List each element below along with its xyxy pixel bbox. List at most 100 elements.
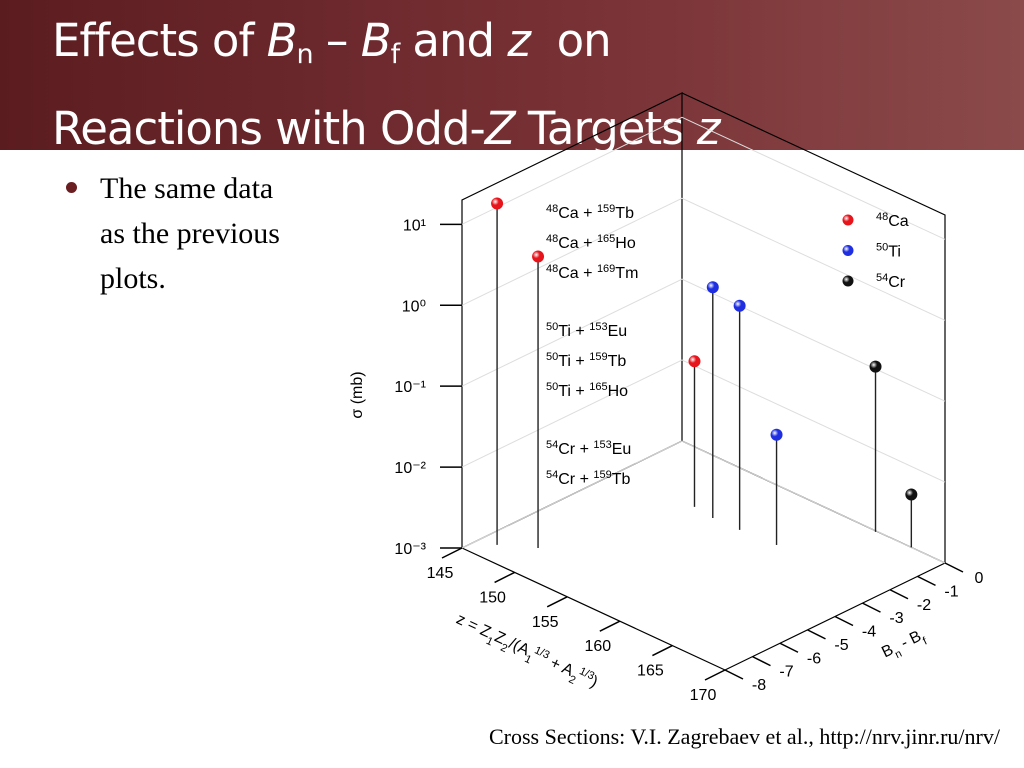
text-run: 153 (593, 439, 611, 451)
y-tick-label: -4 (862, 624, 876, 641)
text-run: 1 (523, 653, 534, 666)
data-point (733, 299, 746, 312)
annotation: 50Ti + 165Ho (546, 381, 628, 400)
y-tick-label: -2 (917, 597, 931, 614)
x-tick (494, 571, 515, 584)
title-line: Reactions with Odd-Z Targets z (52, 92, 720, 166)
text-run: Ca + (558, 235, 597, 252)
text-run: Tb (612, 471, 631, 488)
y-tick-label: -3 (889, 610, 903, 627)
text-run: σ (mb) (349, 371, 366, 418)
legend-label: 48Ca (876, 211, 909, 230)
z-tick-label: 10⁻¹ (394, 379, 426, 396)
data-point (688, 355, 701, 368)
text-run: Eu (608, 323, 628, 340)
header: Effects of Bn – Bf and z on Reactions wit… (0, 0, 1024, 155)
bullet-list: The same data as the previous plots. (62, 166, 280, 301)
x-axis-label: z = Z1Z2/(A11/3 + A21/3) (451, 609, 601, 696)
text-run: 54 (876, 272, 888, 284)
text-run: 48 (546, 263, 558, 275)
text-run: 2 (499, 642, 510, 655)
z-axis-label: σ (mb) (349, 371, 366, 418)
y-tick (807, 629, 826, 640)
y-tick (752, 655, 771, 667)
grid-line (461, 440, 946, 564)
x-tick (599, 620, 621, 632)
title-line: Effects of Bn – Bf and z on (52, 4, 720, 92)
legend-label: 54Cr (876, 272, 906, 291)
text-run: Cr + (558, 471, 593, 488)
legend-marker (842, 214, 854, 226)
text-run: f (390, 38, 400, 70)
text-run: Reactions with Odd- (52, 101, 486, 155)
data-point (869, 360, 882, 373)
side-wall-outline (681, 92, 946, 563)
x-tick-label: 170 (690, 687, 717, 704)
text-run: – (312, 14, 361, 67)
text-run: 48 (546, 203, 558, 215)
x-tick-label: 150 (479, 589, 506, 606)
text-run: 2 (567, 673, 578, 686)
text-run: B (266, 14, 298, 67)
text-run: 48 (876, 211, 888, 223)
text-run: Targets (514, 101, 697, 155)
data-point (706, 281, 719, 294)
y-axis-label: Bn - Bf (879, 626, 930, 666)
title: Effects of Bn – Bf and z on Reactions wit… (52, 4, 720, 166)
text-run: n (893, 648, 904, 661)
y-tick-label: 0 (975, 570, 984, 587)
text-run: B (360, 14, 392, 67)
text-run: 54 (546, 439, 558, 451)
data-point (532, 250, 545, 263)
text-run: Ti + (558, 353, 589, 370)
y-tick (862, 602, 881, 613)
text-run: Tb (615, 205, 634, 222)
data-point (491, 197, 504, 210)
annotation: 50Ti + 153Eu (546, 321, 627, 340)
back-wall-outline (461, 92, 683, 548)
grid-line (461, 359, 946, 483)
text-run: 159 (593, 469, 611, 481)
text-run: Cr + (558, 441, 593, 458)
data-point (905, 488, 918, 501)
text-run: Ti + (558, 383, 589, 400)
y-tick-label: -7 (779, 664, 793, 681)
text-run: 50 (546, 351, 558, 363)
text-run: Ti + (558, 323, 589, 340)
y-tick-label: -5 (834, 637, 848, 654)
x-tick-label: 155 (532, 614, 559, 631)
y-tick (779, 642, 799, 653)
annotation: 54Cr + 159Tb (546, 469, 631, 488)
text-run: Tm (615, 265, 638, 282)
text-run: Ca (888, 213, 909, 230)
text-run: 169 (597, 263, 615, 275)
text-run: Z (484, 101, 516, 155)
z-tick-label: 10⁰ (402, 298, 426, 315)
text-run: z (696, 101, 721, 155)
text-run: 1/3 (577, 665, 596, 682)
grid-line (461, 116, 946, 240)
text-run: z (507, 14, 531, 67)
text-run: 50 (546, 321, 558, 333)
legend-marker (842, 245, 854, 256)
legend-label: 50Ti (876, 242, 901, 261)
x-tick (704, 669, 726, 681)
grid-line (461, 278, 946, 402)
y-tick-label: -8 (752, 677, 766, 694)
text-run: 50 (876, 242, 888, 254)
z-tick-label: 10⁻² (394, 460, 426, 477)
y-tick (889, 589, 909, 600)
x-tick (546, 596, 568, 608)
data-point (770, 428, 783, 441)
text-run: and (399, 14, 508, 67)
text-run: Eu (612, 441, 632, 458)
text-run: f (921, 635, 930, 648)
x-tick (441, 547, 463, 559)
annotation: 54Cr + 153Eu (546, 439, 631, 458)
text-run: n (296, 38, 314, 70)
bullet: The same data as the previous plots. (62, 166, 280, 301)
text-run: 50 (546, 381, 558, 393)
text-run: Tb (608, 353, 627, 370)
